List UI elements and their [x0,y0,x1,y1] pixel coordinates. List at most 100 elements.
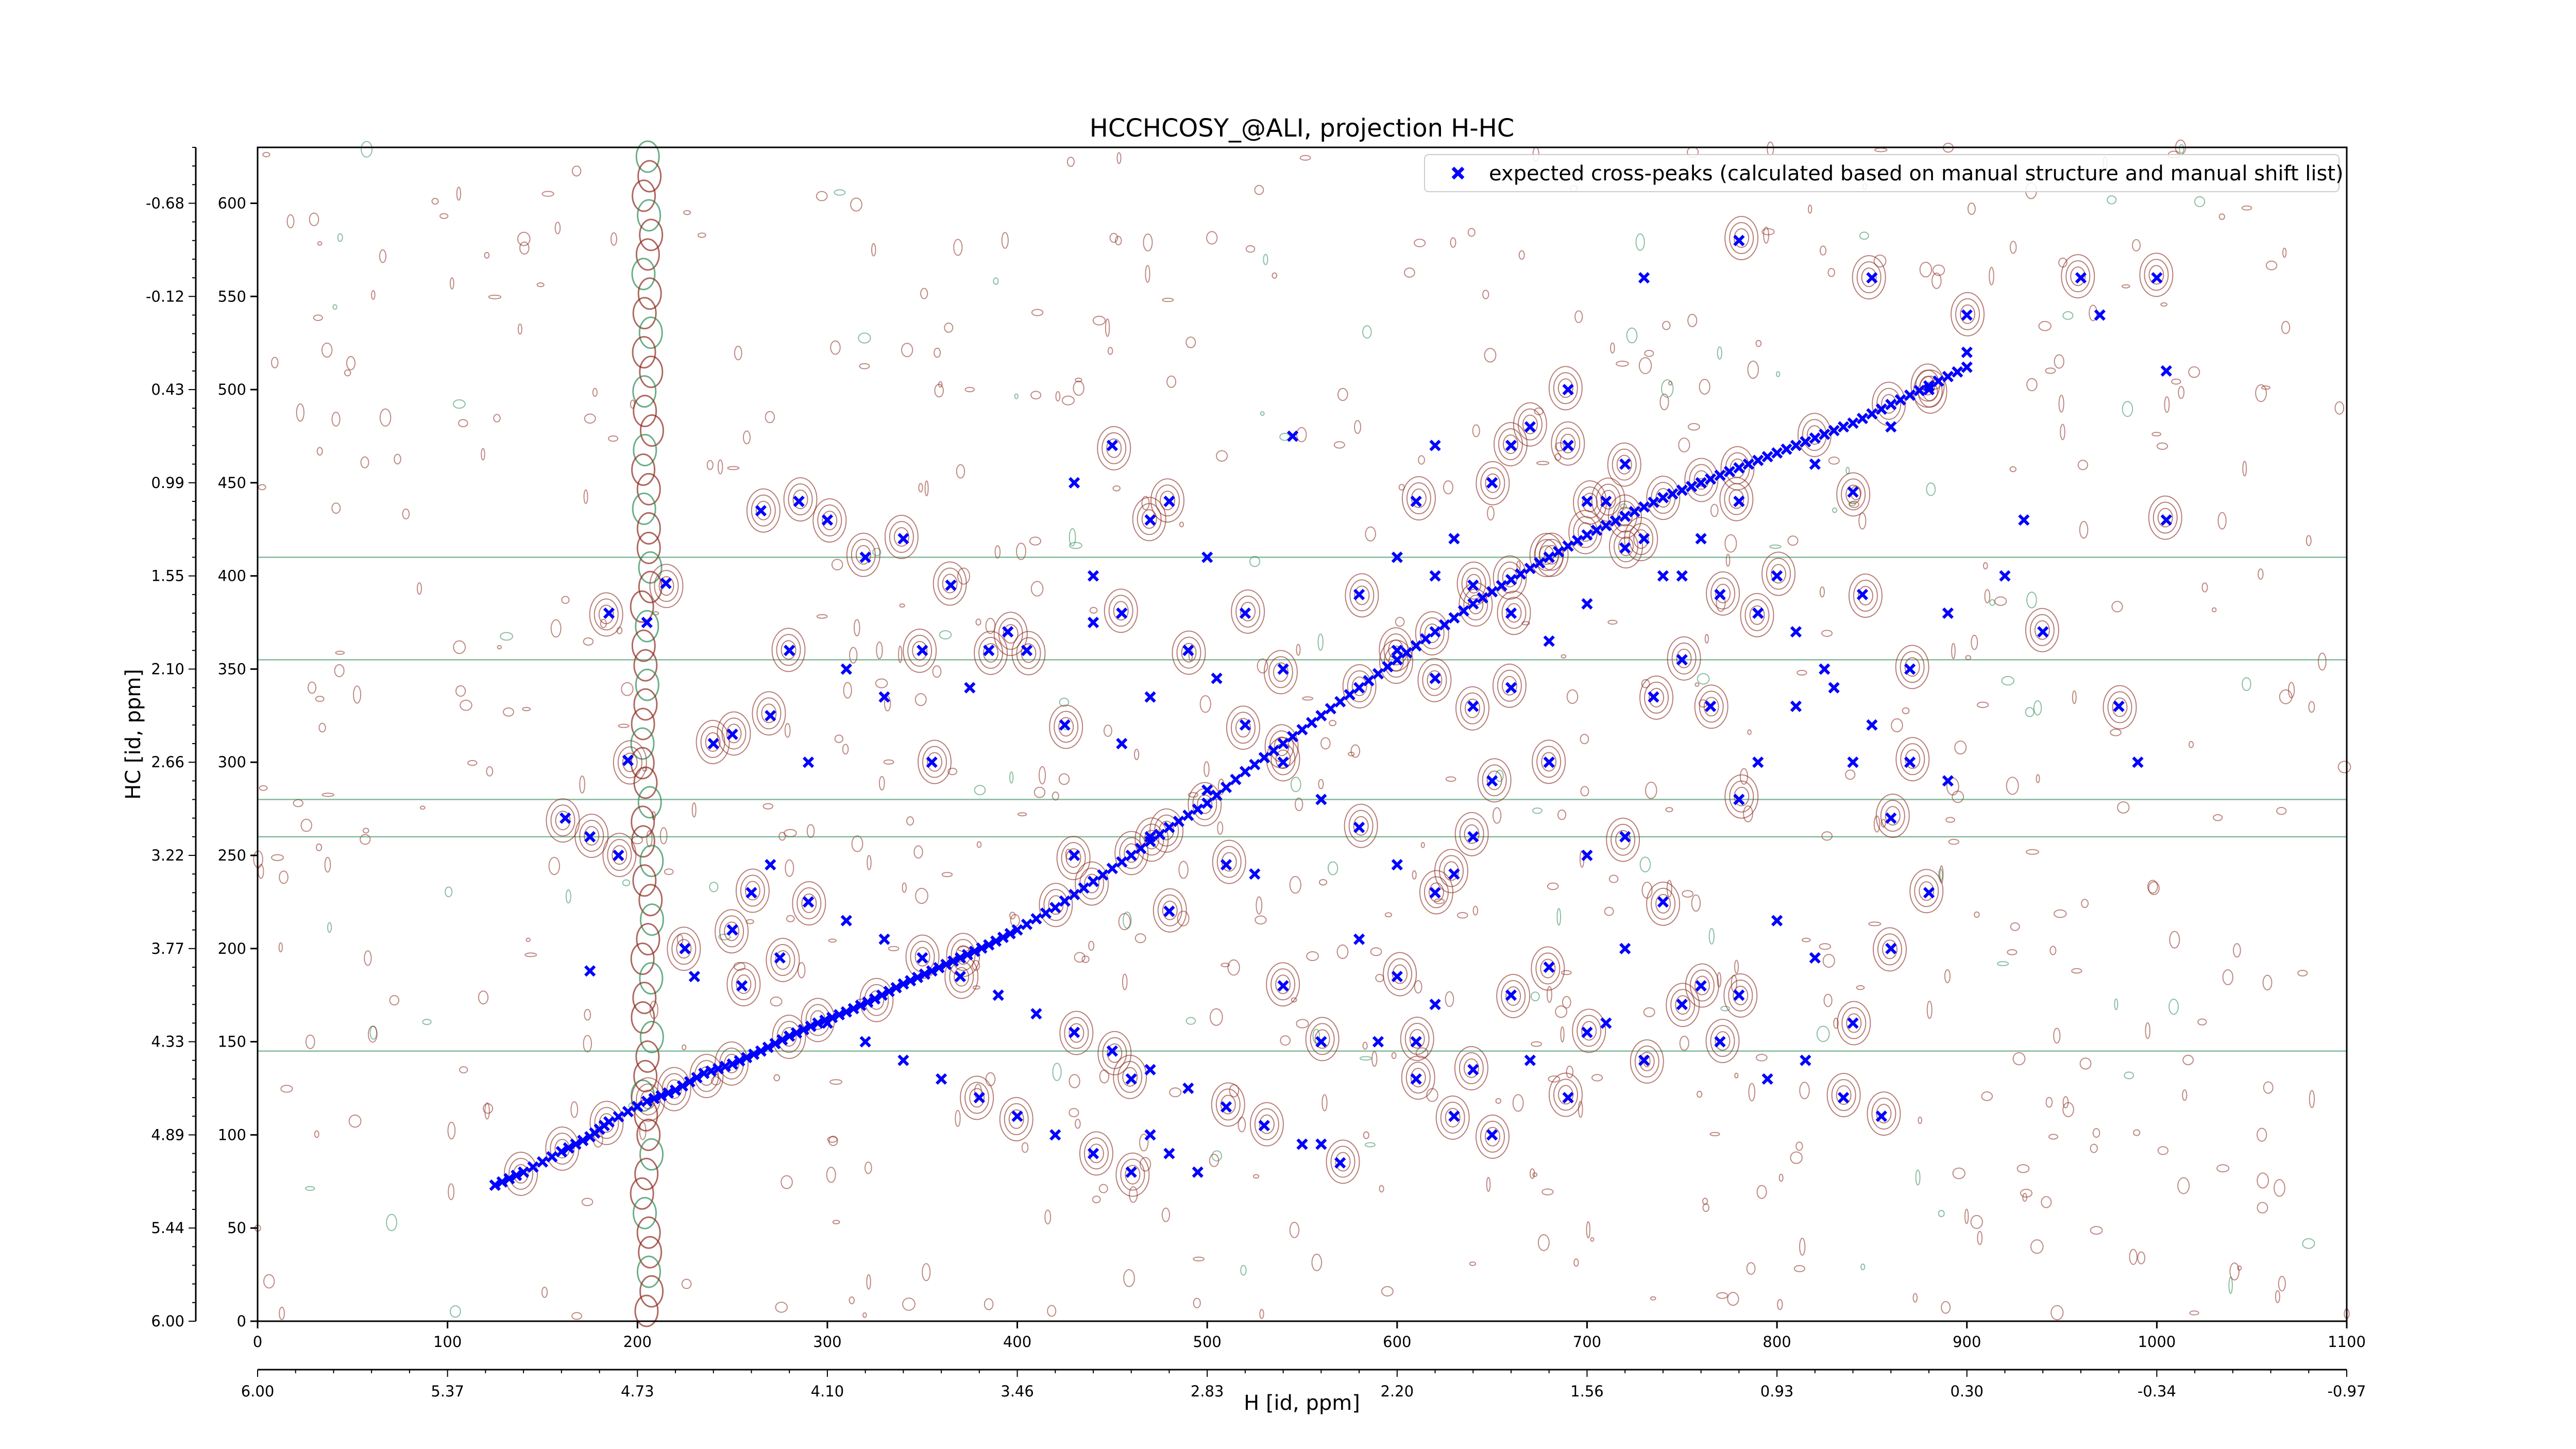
cross-peak-marker [660,577,672,589]
noise-contour [278,942,283,953]
noise-contour [1209,1008,1223,1026]
noise-contour [1868,921,1882,926]
noise-contour [1391,1052,1397,1059]
cross-peak-marker [1562,1091,1574,1104]
diagonal-peak-marker [1790,440,1802,451]
cross-peak-marker [1277,980,1289,992]
cross-peak-marker [897,1054,909,1066]
noise-contour [742,430,751,445]
noise-contour [1743,805,1753,822]
peak-contour [1122,1067,1138,1087]
noise-contour [918,483,923,493]
noise-contour [914,693,927,706]
noise-contour [1795,1141,1803,1151]
peak-contour [1120,1158,1145,1191]
noise-contour [1311,1254,1323,1271]
noise-contour [906,816,914,826]
noise-contour [1989,599,1995,606]
noise-contour [1289,876,1301,894]
noise-contour [1469,1261,1477,1266]
noise-contour [681,1278,692,1289]
peak-contour [752,691,786,736]
cross-peak-marker [1192,1166,1204,1178]
noise-contour [2090,1226,2103,1235]
noise-contour [1066,157,1075,167]
noise-contour [1179,521,1184,528]
noise-contour [2054,354,2064,369]
cross-peak-marker [802,896,815,908]
noise-contour [1720,1005,1730,1012]
peak-contour [792,881,826,926]
noise-contour [1873,815,1880,833]
solvent-band-contour [630,590,654,623]
peak-contour [1639,1051,1655,1071]
peak-contour [1639,675,1674,720]
diagonal-peak-marker [1220,781,1232,794]
noise-contour [878,776,885,791]
diagonal-peak-marker [1239,766,1251,778]
noise-contour [332,304,337,310]
noise-contour [362,828,369,834]
noise-contour [439,213,449,219]
noise-contour [1445,776,1456,782]
y-tick-label: 250 [218,847,246,864]
noise-contour [1808,204,1812,214]
noise-contour [1030,581,1044,597]
noise-contour [1727,1292,1739,1306]
diagonal-peak-marker [517,1166,530,1178]
noise-contour [1074,952,1086,963]
peak-contour [912,641,928,661]
peak-contour [1049,704,1083,749]
noise-contour [827,1136,838,1143]
noise-contour [1245,245,1256,253]
noise-contour [1981,1091,1993,1101]
noise-contour [1970,1215,1983,1229]
noise-contour [2182,1054,2194,1066]
noise-contour [493,414,501,423]
noise-contour [1521,621,1530,626]
noise-contour [335,650,345,655]
diagonal-peak-marker [947,955,959,967]
peak-contour [1345,573,1379,618]
solvent-band-contour [631,1001,655,1034]
diagonal-peak-marker [1904,389,1916,401]
peak-contour [1108,595,1133,627]
peak-contour [1220,1094,1236,1115]
peak-contour [555,811,571,831]
diagonal-peak-marker [1125,849,1137,862]
cross-peak-marker [2113,700,2125,712]
noise-contour [1856,985,1865,990]
cross-peak-marker [1790,700,1802,712]
cross-peak-marker [2037,626,2049,638]
diagonal-peak-marker [1496,580,1507,592]
diagonal-peak-marker [1286,731,1299,743]
diagonal-peak-marker [1467,598,1479,610]
peak-contour [1268,656,1293,688]
peak-contour [766,937,800,982]
noise-contour [2016,1164,2030,1173]
peak-contour [954,967,970,987]
noise-contour [1364,1142,1376,1148]
noise-contour [1823,993,1833,1007]
peak-contour [1684,458,1719,502]
cross-peak-marker [1448,868,1460,880]
noise-contour [1769,544,1782,549]
noise-contour [2306,535,2312,546]
peak-contour [1548,366,1583,411]
cross-peak-marker [878,691,890,703]
peak-contour [1616,454,1632,475]
diagonal-peak-marker [1438,619,1451,631]
noise-contour [305,1034,315,1049]
noise-contour [1162,297,1174,302]
noise-contour [452,399,466,409]
noise-contour [1112,485,1121,492]
peak-contour [2025,608,2059,652]
noise-contour [1143,233,1153,251]
peak-contour [1464,698,1480,718]
peak-contour [1188,782,1222,827]
peak-contour [1454,1046,1488,1091]
cross-peak-marker [1581,495,1593,508]
noise-contour [431,197,439,205]
noise-contour [315,843,323,851]
noise-contour [806,824,815,838]
